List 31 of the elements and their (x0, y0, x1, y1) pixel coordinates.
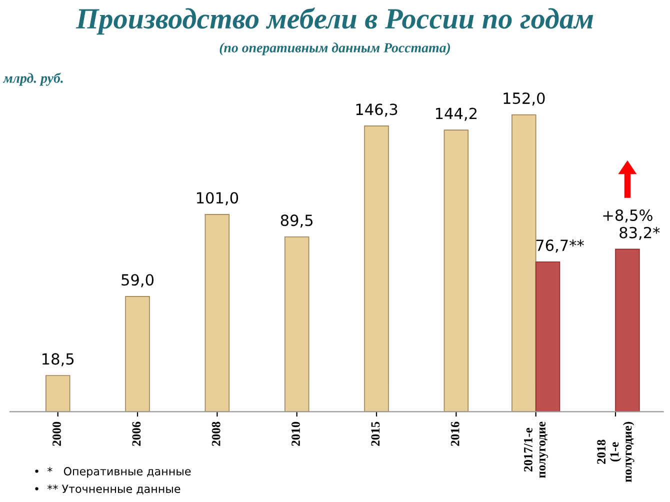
x-tick-label: 2006 (132, 422, 141, 446)
data-label: 83,2* (620, 226, 660, 240)
x-tick-label: 2017/1-е полугодие (524, 422, 548, 478)
data-label: 101,0 (196, 192, 238, 206)
data-label: 144,2 (436, 108, 477, 121)
data-label: 76,7** (536, 240, 584, 253)
bar (204, 214, 230, 412)
data-label: 152,0 (504, 92, 545, 106)
data-label: 18,5 (42, 353, 74, 366)
data-label: 146,3 (356, 104, 398, 117)
text: • * Оперативные данные (35, 467, 191, 478)
bar (284, 236, 310, 412)
chart-subtitle: (по оперативным данным Росстата) (220, 42, 450, 56)
x-tick-label: 2000 (52, 422, 61, 446)
data-label: 89,5 (280, 214, 313, 228)
x-tick-label: 2008 (212, 422, 220, 446)
chart-title: Производство мебели в России по годам (76, 8, 594, 35)
y-axis-title: млрд. руб. (2, 72, 63, 86)
x-tick-label: 2015 (371, 422, 380, 446)
annotation: +8,5% (603, 209, 652, 223)
data-label: 59,0 (122, 274, 154, 288)
bar (615, 248, 640, 412)
x-tick-label: 2018 (1-е полугодие) (597, 422, 634, 482)
bar (444, 130, 469, 412)
bar (535, 261, 560, 412)
bar (364, 126, 389, 412)
x-tick-label: 2016 (450, 422, 460, 446)
bar (125, 296, 150, 412)
bar (45, 375, 70, 412)
x-tick-label: 2010 (292, 422, 300, 446)
text: • ** Уточненные данные (35, 484, 180, 494)
